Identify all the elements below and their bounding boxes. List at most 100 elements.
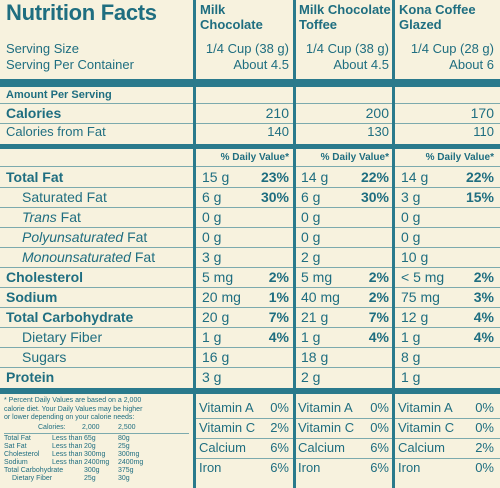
dv-row-b: 30g	[118, 475, 130, 482]
dv-row-a: 2400mg	[84, 459, 110, 466]
rule	[4, 433, 189, 434]
cholesterol-3: < 5 mg	[401, 269, 445, 285]
carb-row: Total Carbohydrate 20 g 7% 21 g 7% 12 g …	[0, 307, 500, 327]
rule	[0, 187, 500, 188]
serving-size-row: Serving Size 1/4 Cup (38 g) 1/4 Cup (38 …	[0, 41, 500, 57]
iron-label-2: Iron	[298, 460, 321, 475]
dv-header-row: % Daily Value* % Daily Value* % Daily Va…	[0, 150, 500, 165]
fiber-dv-1: 4%	[268, 329, 289, 345]
fiber-dv-3: 4%	[473, 329, 494, 345]
calories-fat-1: 140	[267, 124, 289, 139]
vit-c-label-1: Vitamin C	[199, 420, 256, 435]
rule	[0, 227, 500, 228]
thick-rule-1	[0, 79, 500, 87]
dv-row-qual: Less than	[52, 443, 83, 450]
dv-row-name: Dietary Fiber	[12, 475, 53, 482]
amount-label: Amount Per Serving	[6, 89, 112, 101]
dv-row-b: 80g	[118, 435, 130, 442]
footnote-line-1: * Percent Daily Values are based on a 2,…	[4, 397, 142, 404]
rule	[0, 367, 500, 368]
dv-row-b: 300mg	[118, 451, 140, 458]
dv-row-qual: Less than	[52, 451, 83, 458]
calcium-2: 6%	[370, 440, 389, 455]
cholesterol-dv-2: 2%	[368, 269, 389, 285]
serving-size-label: Serving Size	[6, 41, 79, 56]
panel-title: Nutrition Facts	[6, 0, 157, 25]
sodium-1: 20 mg	[202, 289, 241, 305]
cholesterol-dv-3: 2%	[473, 269, 494, 285]
trans-fat-suffix: Fat	[56, 209, 81, 225]
dv-row-qual: Less than	[52, 459, 83, 466]
fiber-label: Dietary Fiber	[22, 329, 103, 345]
carb-dv-3: 4%	[473, 309, 494, 325]
fiber-1: 1 g	[202, 329, 222, 345]
vit-c-2: 0%	[370, 420, 389, 435]
rule	[195, 458, 500, 459]
calcium-label-2: Calcium	[298, 440, 345, 455]
sodium-2: 40 mg	[301, 289, 340, 305]
sat-fat-dv-2: 30%	[360, 189, 389, 205]
column-divider-3	[392, 0, 395, 488]
vit-a-label-1: Vitamin A	[199, 400, 254, 415]
dv-cal-2500: 2,500	[118, 424, 136, 431]
total-fat-label: Total Fat	[6, 169, 64, 185]
vit-a-label-2: Vitamin A	[298, 400, 353, 415]
column-divider-2	[293, 0, 296, 488]
dv-row-a: 20g	[84, 443, 96, 450]
rule	[0, 307, 500, 308]
mono-fat-suffix: Fat	[130, 249, 156, 265]
dv-row-b: 2400mg	[118, 459, 144, 466]
vit-a-3: 0%	[475, 400, 494, 415]
vit-a-1: 0%	[270, 400, 289, 415]
iron-label-3: Iron	[398, 460, 421, 475]
vit-c-label-3: Vitamin C	[398, 420, 455, 435]
total-fat-3: 14 g	[401, 169, 429, 185]
cholesterol-dv-1: 2%	[268, 269, 289, 285]
dv-row-a: 300mg	[84, 451, 106, 458]
calories-row: Calories 210 200 170	[0, 104, 500, 123]
total-fat-2: 14 g	[301, 169, 329, 185]
sugars-2: 18 g	[301, 349, 329, 365]
vit-a-2: 0%	[370, 400, 389, 415]
calories-label: Calories	[6, 105, 62, 121]
total-fat-dv-1: 23%	[260, 169, 289, 185]
poly-fat-1: 0 g	[202, 229, 222, 245]
protein-1: 3 g	[202, 369, 222, 385]
iron-1: 6%	[270, 460, 289, 475]
sat-fat-2: 6 g	[301, 189, 321, 205]
fiber-dv-2: 4%	[368, 329, 389, 345]
sodium-dv-1: 1%	[268, 289, 289, 305]
fiber-3: 1 g	[401, 329, 421, 345]
rule	[0, 166, 500, 167]
carb-2: 21 g	[301, 309, 329, 325]
dv-header-2: % Daily Value*	[320, 152, 389, 163]
dv-cal-2000: 2,000	[82, 424, 100, 431]
cholesterol-1: 5 mg	[202, 269, 234, 285]
protein-3: 1 g	[401, 369, 421, 385]
amount-row: Amount Per Serving	[0, 88, 500, 102]
vit-c-row: Vitamin C 2% Vitamin C 0% Vitamin C 0%	[0, 418, 500, 438]
calcium-label-3: Calcium	[398, 440, 445, 455]
footnote-line-2: calorie diet. Your Daily Values may be h…	[4, 405, 143, 413]
total-fat-row: Total Fat 15 g 23% 14 g 22% 14 g 22%	[0, 167, 500, 187]
serving-size-1: 1/4 Cup (38 g)	[205, 41, 289, 56]
sat-fat-dv-1: 30%	[260, 189, 289, 205]
calcium-1: 6%	[270, 440, 289, 455]
footnote: * Percent Daily Values are based on a 2,…	[4, 397, 142, 423]
carb-1: 20 g	[202, 309, 230, 325]
calories-fat-label: Calories from Fat	[6, 124, 106, 139]
column-header-2: Milk Chocolate Toffee	[299, 2, 391, 32]
dv-row-a: 25g	[84, 475, 96, 482]
calories-fat-3: 110	[473, 124, 494, 139]
protein-label: Protein	[6, 369, 55, 385]
calories-2: 200	[365, 105, 389, 121]
calories-fat-row: Calories from Fat 140 130 110	[0, 123, 500, 141]
sat-fat-3: 3 g	[401, 189, 421, 205]
total-fat-dv-2: 22%	[360, 169, 389, 185]
sodium-label: Sodium	[6, 289, 58, 305]
cholesterol-label: Cholesterol	[6, 269, 84, 285]
serving-size-3: 1/4 Cup (28 g)	[410, 41, 494, 56]
calcium-3: 2%	[475, 440, 494, 455]
iron-row: Iron 6% Iron 6% Iron 0%	[0, 458, 500, 478]
